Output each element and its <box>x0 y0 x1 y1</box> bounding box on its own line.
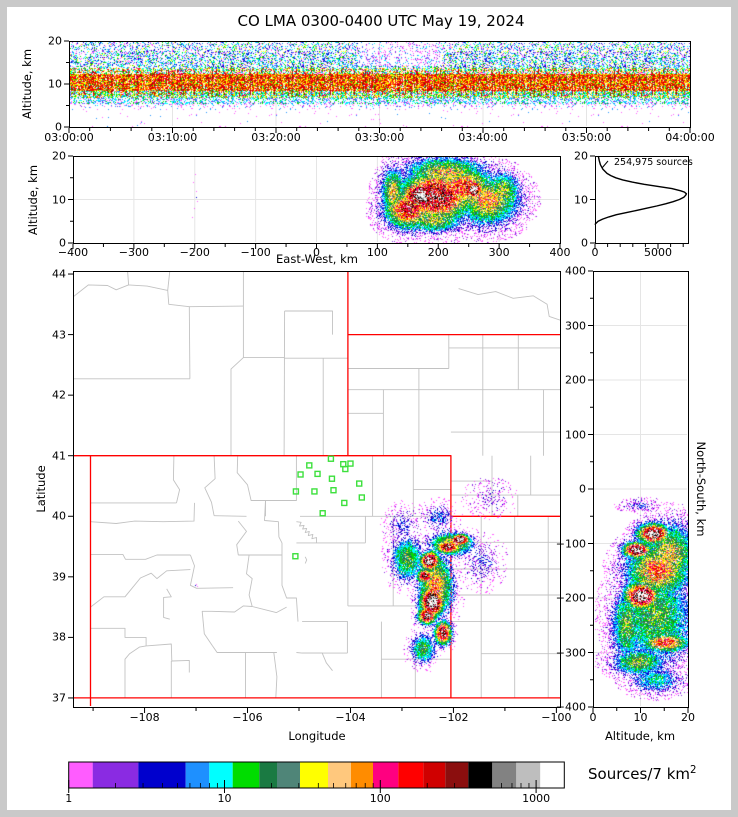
altitude-tick-label: 0 <box>59 236 66 250</box>
altitude-tick-label: 0 <box>581 236 588 250</box>
time-height-density-canvas <box>70 42 690 127</box>
latitude-tick-label: 38 <box>52 630 66 644</box>
colorbar-label: Sources/7 km2 <box>588 765 697 783</box>
latitude-tick-label: 43 <box>52 328 66 342</box>
longitude-tick-label: −106 <box>232 711 263 724</box>
altitude-tick-label: 10 <box>52 193 66 206</box>
time-tick-label: 04:00:00 <box>665 131 715 144</box>
north-south-tick-label: 300 <box>565 319 586 332</box>
north-south-tick-label: 100 <box>565 428 586 441</box>
altitude-tick-label: 10 <box>574 193 588 206</box>
east-west-tick-label: 100 <box>366 246 388 259</box>
altitude-tick-label: 0 <box>55 120 62 134</box>
time-height-ylabel: Altitude, km <box>20 48 34 120</box>
map-xlabel: Longitude <box>288 729 346 743</box>
north-south-tick-label: −400 <box>555 700 586 714</box>
longitude-tick-label: −100 <box>541 711 572 724</box>
east-west-tick-label: 300 <box>488 246 510 259</box>
north-south-density-canvas <box>594 272 688 707</box>
altitude-tick-label: 20 <box>48 34 62 48</box>
latitude-tick-label: 40 <box>52 509 66 523</box>
east-west-tick-label: −400 <box>57 246 89 259</box>
north-south-tick-label: −300 <box>555 646 586 659</box>
ns-altitude-tick-label: 20 <box>681 711 695 724</box>
longitude-tick-label: −102 <box>438 711 469 724</box>
source-count-annotation: 254,975 sources <box>614 157 693 168</box>
east-west-xlabel: East-West, km <box>276 252 358 266</box>
ns-altitude-tick-label: 0 <box>589 711 597 724</box>
latitude-tick-label: 41 <box>52 449 66 463</box>
time-tick-label: 03:50:00 <box>561 131 612 144</box>
figure-title: CO LMA 0300-0400 UTC May 19, 2024 <box>237 12 525 30</box>
latitude-tick-label: 39 <box>52 570 66 584</box>
altitude-tick-label: 20 <box>52 149 66 163</box>
east-west-tick-label: −200 <box>179 246 210 259</box>
longitude-tick-label: −108 <box>129 711 160 724</box>
colorbar-tick-label: 1000 <box>522 792 551 805</box>
time-tick-label: 03:10:00 <box>147 131 198 144</box>
latitude-tick-label: 42 <box>52 388 66 402</box>
north-south-tick-label: −200 <box>555 591 586 605</box>
time-tick-label: 03:00:00 <box>44 131 94 144</box>
east-west-tick-label: 0 <box>313 246 320 259</box>
east-west-tick-label: −100 <box>240 246 271 259</box>
east-west-density-canvas <box>74 157 560 243</box>
north-south-tick-label: 400 <box>565 264 586 278</box>
colorbar-tick-label: 10 <box>217 792 232 805</box>
altitude-tick-label: 10 <box>48 77 62 91</box>
colorbar-tick-label: 1 <box>65 792 73 805</box>
time-tick-label: 03:30:00 <box>354 131 405 144</box>
time-tick-label: 03:20:00 <box>251 131 301 144</box>
histogram-tick-label: 0 <box>591 246 599 259</box>
histogram-tick-label: 5000 <box>644 246 672 259</box>
ns-altitude-tick-label: 10 <box>633 711 648 724</box>
colorbar-tick-label: 100 <box>369 792 391 805</box>
north-south-tick-label: 0 <box>579 482 586 496</box>
map-ylabel: Latitude <box>34 465 48 513</box>
east-west-tick-label: −300 <box>118 246 149 259</box>
east-west-tick-label: 400 <box>549 246 571 259</box>
latitude-tick-label: 44 <box>52 267 66 281</box>
plan-view-density-canvas <box>74 272 560 707</box>
east-west-ylabel: Altitude, km <box>26 164 40 236</box>
north-south-tick-label: 200 <box>565 373 586 387</box>
north-south-tick-label: −100 <box>555 537 586 550</box>
longitude-tick-label: −104 <box>335 711 366 724</box>
altitude-tick-label: 20 <box>574 149 588 163</box>
latitude-tick-label: 37 <box>52 691 66 705</box>
east-west-tick-label: 200 <box>427 246 449 259</box>
north-south-ylabel: North-South, km <box>694 441 708 537</box>
north-south-xlabel: Altitude, km <box>604 729 676 743</box>
time-tick-label: 03:40:00 <box>458 131 508 144</box>
